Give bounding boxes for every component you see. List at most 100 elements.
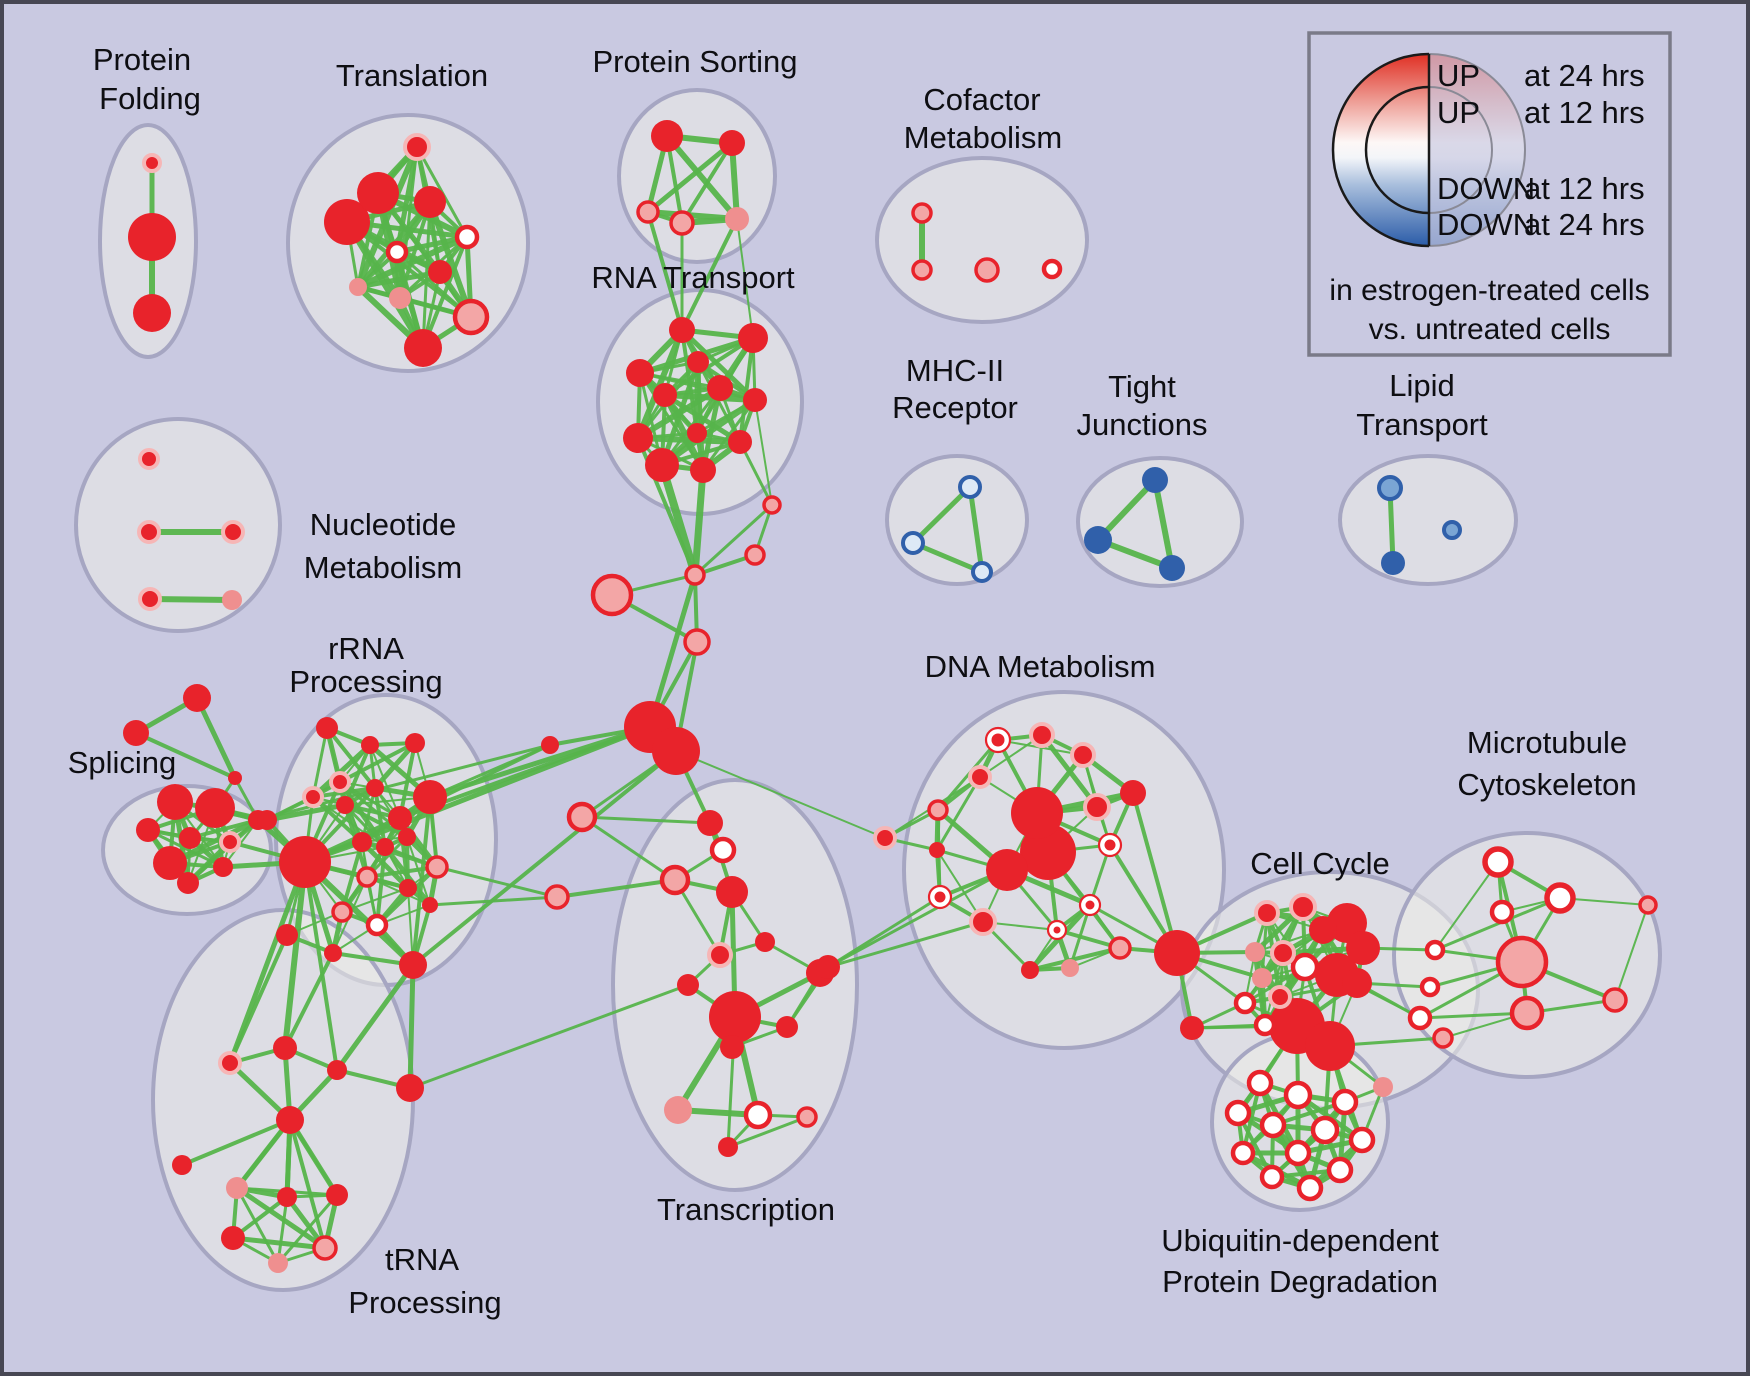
legend-time-label: at 24 hrs [1524, 58, 1645, 93]
node-tx9 [677, 974, 699, 996]
node-sp8 [177, 872, 199, 894]
node-cc1 [1254, 900, 1280, 926]
node-dn8 [986, 849, 1028, 891]
node-lp3 [1442, 520, 1462, 540]
edge-r1-r9 [635, 327, 685, 441]
cluster-dna-metabolism-label: DNA Metabolism [925, 649, 1156, 684]
node-r1 [669, 317, 695, 343]
legend-inner-ring-right [1428, 86, 1493, 214]
edge-ps2-ps3 [645, 140, 735, 215]
edge-dn13-h6 [675, 750, 886, 839]
edge-rr3-rr4 [338, 741, 417, 784]
edge-m1-m2 [910, 484, 973, 546]
node-tn4 [276, 1106, 304, 1134]
node-rr20 [365, 913, 389, 937]
node-sp6 [153, 846, 187, 880]
node-dn9 [1083, 793, 1111, 821]
node-sp7 [213, 857, 233, 877]
edge-rr13-tn3 [303, 860, 339, 1072]
node-u2 [1283, 1080, 1313, 1110]
edge-rr21-tn1 [228, 933, 289, 1065]
node-cc11 [1233, 991, 1257, 1015]
node-mt1 [1482, 846, 1514, 878]
node-n3 [221, 520, 245, 544]
edge-t4-t11 [344, 219, 426, 351]
cluster-labels: Protein Folding Translation Protein Sorting… [68, 42, 1637, 1320]
node-tx17 [718, 1137, 738, 1157]
node-t5 [454, 224, 480, 250]
node-r4 [626, 359, 654, 387]
cluster-ubiquitin-degradation-label: Protein Degradation [1162, 1264, 1438, 1299]
node-dn6 [1011, 787, 1063, 839]
node-rr25 [396, 1074, 424, 1102]
node-tj3 [1159, 555, 1185, 581]
node-dn15 [969, 908, 997, 936]
node-lp2 [1381, 551, 1405, 575]
node-cc7 [1290, 952, 1320, 982]
edge-m1-m3 [967, 484, 985, 575]
node-t1 [403, 133, 431, 161]
node-t6 [385, 240, 409, 264]
edge-rr2-rr8 [369, 744, 401, 819]
node-r2 [738, 323, 768, 353]
edge-rr1-rr5 [311, 726, 329, 799]
edge-mt6-mt7 [1614, 904, 1649, 1001]
network-nodes [123, 120, 1658, 1273]
edge-rr13-tn2 [282, 859, 308, 1051]
cluster-trna-processing-label: Processing [348, 1285, 501, 1320]
node-cc13 [1346, 931, 1380, 965]
node-rr16 [356, 866, 378, 888]
node-u6 [1310, 1115, 1340, 1145]
edge-rr9-rr23 [411, 795, 432, 967]
cluster-lipid-transport-ellipse [1338, 454, 1518, 586]
node-tx16 [796, 1106, 818, 1128]
node-ps3 [636, 200, 660, 224]
node-rr18 [422, 897, 438, 913]
node-cc5 [1245, 942, 1265, 962]
node-t11 [404, 329, 442, 367]
edge-rr25-rr23 [407, 962, 416, 1091]
cluster-lipid-transport-label: Lipid [1389, 368, 1455, 403]
edge-tn8-tn11 [276, 1193, 339, 1265]
node-t8 [349, 278, 367, 296]
node-g2 [123, 720, 149, 746]
node-h6 [652, 727, 700, 775]
cluster-microtubule-cytoskeleton-label: Cytoskeleton [1457, 767, 1636, 802]
edge-h1-h5 [647, 572, 698, 730]
node-tn7 [277, 1187, 297, 1207]
node-rr9 [413, 780, 447, 814]
edge-r12-h1 [691, 466, 707, 579]
edge-t5-t8 [355, 234, 470, 290]
node-dn1 [984, 726, 1012, 754]
node-m1 [958, 475, 982, 499]
legend-time-label: at 24 hrs [1524, 207, 1645, 242]
node-tn10 [312, 1235, 338, 1261]
node-h1 [684, 564, 706, 586]
node-r12 [690, 457, 716, 483]
node-rr6 [366, 779, 384, 797]
edge-tn4-tn6 [234, 1117, 293, 1191]
legend-outer-ring-right [1428, 53, 1526, 247]
edge-rr23-tn3 [334, 962, 416, 1073]
edge-cw1-mt1 [1434, 861, 1499, 951]
node-rr13 [279, 836, 331, 888]
node-h3 [590, 573, 634, 617]
node-tx10 [709, 991, 761, 1043]
node-g1 [183, 684, 211, 712]
node-rr8 [388, 806, 412, 830]
cluster-tight-junctions-label: Junctions [1077, 407, 1208, 442]
cluster-nucleotide-metabolism-ellipse [74, 417, 282, 633]
node-cf1 [911, 202, 933, 224]
node-tx8 [707, 942, 733, 968]
edge-m2-m3 [910, 540, 985, 575]
cluster-rna-transport-label: RNA Transport [591, 260, 795, 295]
node-rr22 [324, 944, 342, 962]
node-tx5 [659, 864, 691, 896]
node-rr23 [399, 951, 427, 979]
edge-tx16-tx17 [726, 1115, 809, 1149]
node-rr1 [316, 717, 338, 739]
node-ps4 [669, 210, 695, 236]
node-g3 [228, 771, 242, 785]
